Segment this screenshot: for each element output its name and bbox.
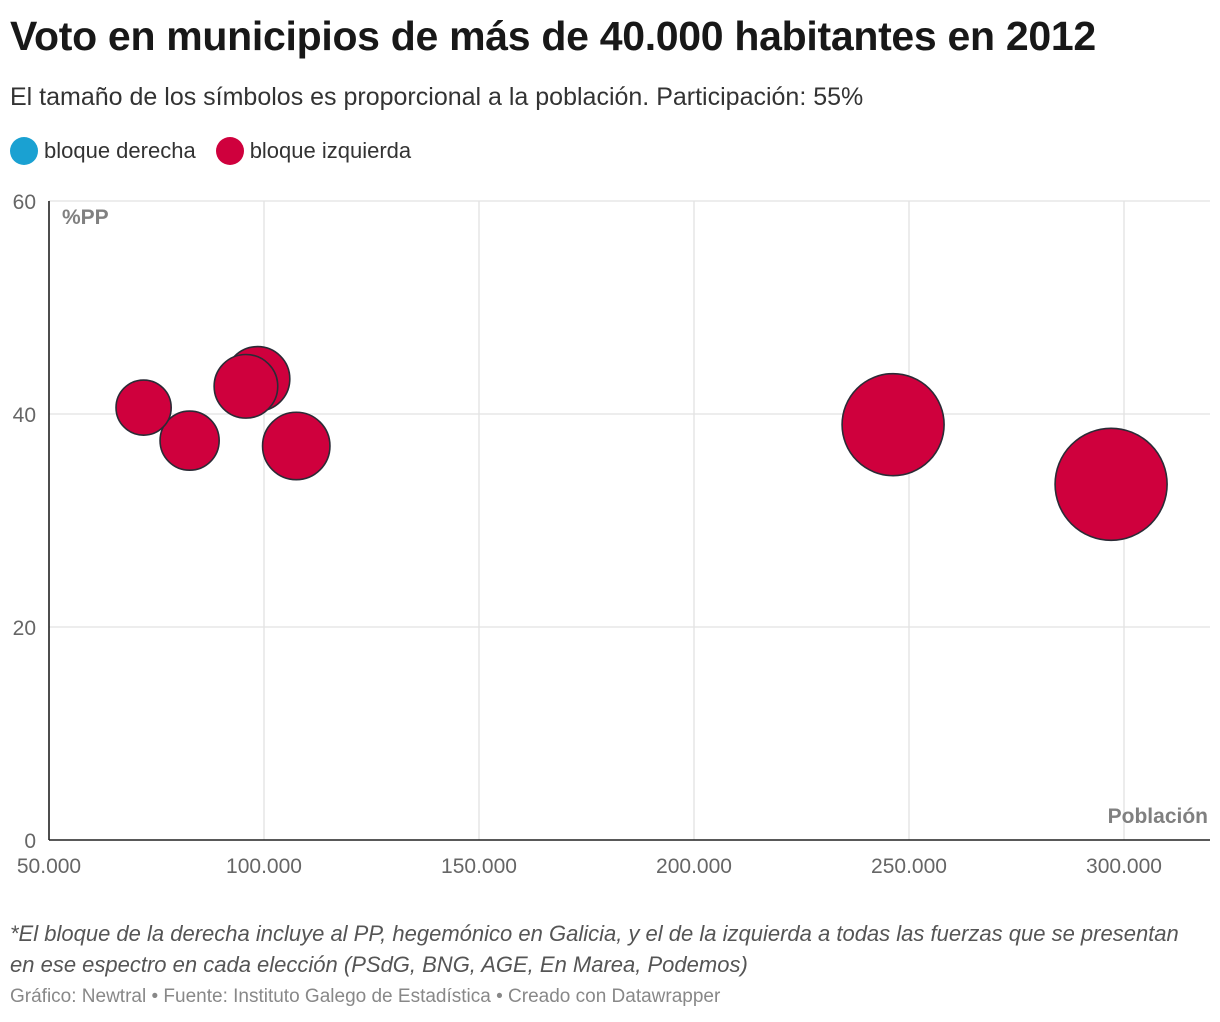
legend-item-izquierda: bloque izquierda (215, 137, 412, 165)
chart-subtitle: El tamaño de los símbolos es proporciona… (10, 83, 864, 111)
credits: Gráfico: Newtral • Fuente: Instituto Gal… (10, 986, 721, 1007)
data-point (115, 379, 172, 436)
y-tick-label: 40 (13, 404, 36, 427)
x-tick-label: 100.000 (226, 855, 302, 878)
y-tick-label: 20 (13, 617, 36, 640)
legend-item-derecha: bloque derecha (10, 137, 196, 165)
x-tick-label: 300.000 (1086, 855, 1162, 878)
data-point (261, 411, 331, 481)
x-tick-label: 200.000 (656, 855, 732, 878)
data-points (115, 345, 1168, 542)
chart-title: Voto en municipios de más de 40.000 habi… (10, 13, 1096, 59)
legend-swatch-derecha (10, 137, 38, 165)
y-tick-label: 0 (24, 830, 36, 853)
scatter-chart: 0 20 40 60 50.000 100.000 150.000 200.000 250.0… (13, 191, 1210, 878)
data-point (159, 410, 220, 471)
y-tick-label: 60 (13, 191, 36, 214)
data-point (1054, 427, 1168, 542)
data-point (841, 372, 945, 477)
legend-label-izquierda: bloque izquierda (249, 138, 412, 163)
y-axis-title: %PP (62, 206, 109, 229)
x-tick-label: 250.000 (871, 855, 947, 878)
footnote: *El bloque de la derecha incluye al PP, … (10, 921, 1179, 977)
legend-swatch-izquierda (215, 137, 244, 165)
x-tick-label: 150.000 (441, 855, 517, 878)
legend-label-derecha: bloque derecha (44, 138, 196, 163)
x-axis-title: Población (1108, 805, 1208, 828)
data-point (213, 353, 279, 419)
grid-lines (49, 200, 1210, 840)
x-tick-label: 50.000 (17, 855, 81, 878)
y-axis: 0 20 40 60 (13, 191, 50, 853)
x-axis: 50.000 100.000 150.000 200.000 250.000 300.00… (17, 839, 1210, 878)
legend: bloque derecha bloque izquierda (10, 136, 431, 166)
